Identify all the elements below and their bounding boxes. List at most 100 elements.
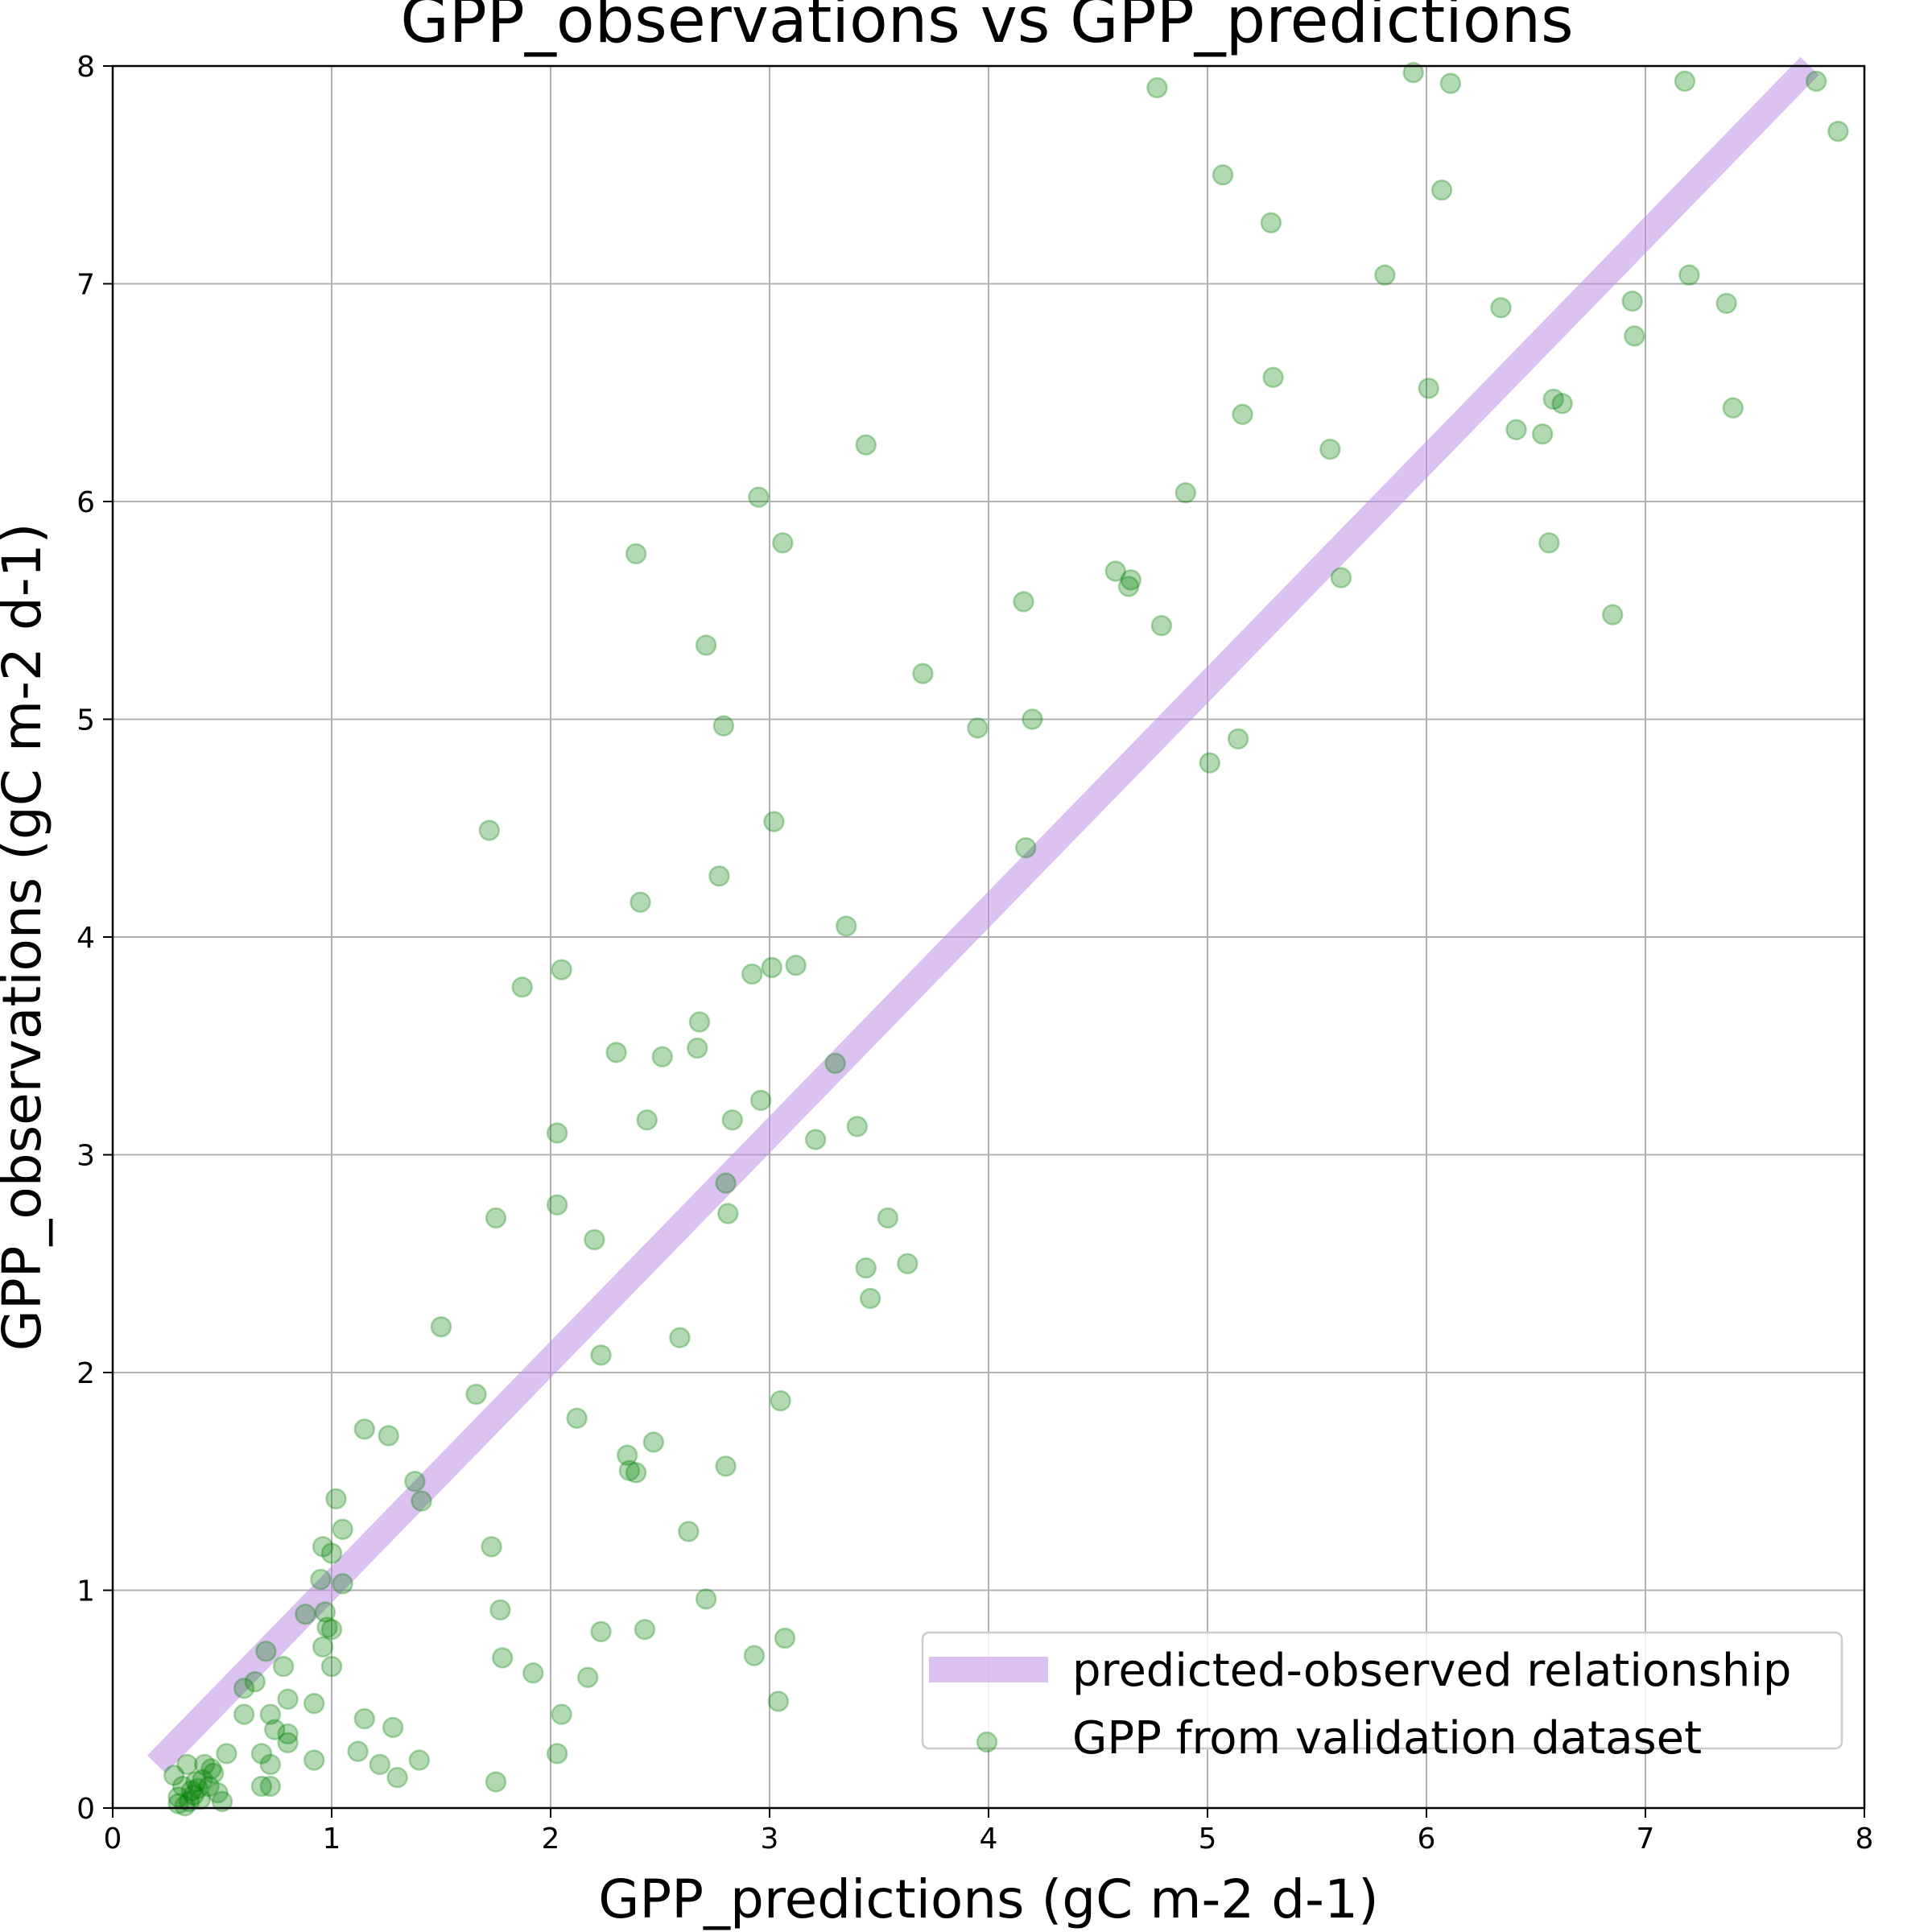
y-tick-label: 7	[76, 269, 95, 302]
data-point	[912, 663, 934, 684]
x-tick-label: 4	[980, 1823, 998, 1856]
data-point	[546, 1743, 568, 1765]
data-point	[855, 1257, 877, 1279]
data-point	[1227, 728, 1249, 750]
data-point	[634, 1618, 656, 1641]
data-point	[408, 1749, 431, 1771]
legend-point-label: GPP from validation dataset	[1072, 1712, 1702, 1765]
data-point	[749, 1089, 772, 1112]
data-point	[174, 1795, 196, 1817]
data-point	[369, 1753, 391, 1776]
x-tick-label: 6	[1418, 1823, 1436, 1856]
data-point	[630, 891, 651, 913]
data-point	[1146, 76, 1168, 99]
data-point	[1104, 560, 1127, 582]
data-point	[708, 865, 730, 887]
data-point	[465, 1383, 487, 1406]
data-point	[1260, 212, 1282, 234]
data-point	[178, 1790, 200, 1813]
data-point	[314, 1601, 336, 1623]
data-point	[741, 963, 763, 985]
data-point	[590, 1620, 612, 1643]
chart-title: GPP_observations vs GPP_predictions	[400, 0, 1573, 57]
data-point	[1199, 752, 1220, 774]
x-tick-label: 2	[542, 1823, 560, 1856]
y-axis-label: GPP_observations (gC m-2 d-1)	[0, 523, 53, 1352]
data-point	[481, 1536, 502, 1558]
data-point	[404, 1471, 426, 1492]
legend-point-swatch	[976, 1731, 998, 1753]
data-point	[551, 959, 572, 980]
data-point	[1538, 532, 1560, 554]
data-point	[678, 1521, 700, 1542]
data-point	[1505, 419, 1527, 440]
data-point	[332, 1573, 353, 1595]
data-point	[478, 819, 501, 841]
data-point	[1551, 393, 1573, 415]
data-point	[1120, 569, 1142, 591]
data-point	[250, 1775, 273, 1798]
data-point	[382, 1716, 404, 1739]
data-point	[1439, 72, 1462, 94]
data-point	[1722, 397, 1744, 419]
data-point	[1624, 325, 1645, 347]
data-point	[855, 434, 877, 456]
legend-box	[921, 1631, 1843, 1750]
data-point	[233, 1703, 255, 1725]
data-point	[193, 1753, 216, 1776]
data-point	[642, 1431, 665, 1453]
data-point	[1374, 264, 1396, 286]
data-point	[715, 1172, 737, 1194]
data-point	[485, 1207, 507, 1229]
data-point	[353, 1707, 376, 1730]
data-point	[1022, 708, 1043, 730]
data-point	[167, 1786, 189, 1808]
data-point	[325, 1488, 347, 1510]
data-point	[1542, 388, 1565, 411]
data-point	[259, 1775, 282, 1798]
data-point	[1621, 290, 1643, 312]
data-point	[748, 486, 770, 508]
data-point	[859, 1287, 881, 1310]
data-point	[712, 715, 735, 737]
data-point	[669, 1327, 691, 1348]
data-point	[1805, 70, 1827, 93]
data-point	[967, 717, 989, 739]
data-point	[767, 1690, 790, 1712]
data-point	[378, 1425, 399, 1447]
data-point	[1715, 292, 1737, 315]
data-point	[202, 1762, 225, 1784]
data-point	[176, 1753, 198, 1776]
data-point	[430, 1315, 452, 1338]
data-point	[485, 1771, 507, 1793]
data-point	[255, 1640, 277, 1662]
data-point	[185, 1771, 207, 1793]
data-point	[584, 1228, 605, 1251]
data-point	[877, 1207, 899, 1229]
data-point	[259, 1703, 282, 1725]
data-point	[295, 1604, 316, 1625]
data-point	[320, 1542, 343, 1564]
data-point	[772, 532, 794, 554]
data-point	[264, 1719, 286, 1740]
data-point	[192, 1769, 213, 1791]
data-point	[259, 1753, 282, 1776]
data-point	[207, 1781, 229, 1804]
y-axis-ticks: 0 1 2 3 4 5 6 7 8	[76, 51, 113, 1826]
data-point	[320, 1655, 343, 1678]
data-point	[332, 1518, 353, 1541]
data-point	[770, 1389, 791, 1412]
data-point	[695, 1588, 717, 1610]
data-point	[590, 1344, 612, 1366]
data-point	[1319, 438, 1341, 460]
data-points	[163, 61, 1849, 1817]
data-point	[804, 1129, 827, 1150]
data-point	[546, 1122, 568, 1144]
data-point	[625, 1462, 647, 1484]
data-point	[576, 1666, 599, 1688]
data-point	[511, 976, 533, 998]
data-point	[835, 915, 857, 937]
data-point	[1418, 378, 1439, 399]
data-point	[695, 634, 717, 656]
